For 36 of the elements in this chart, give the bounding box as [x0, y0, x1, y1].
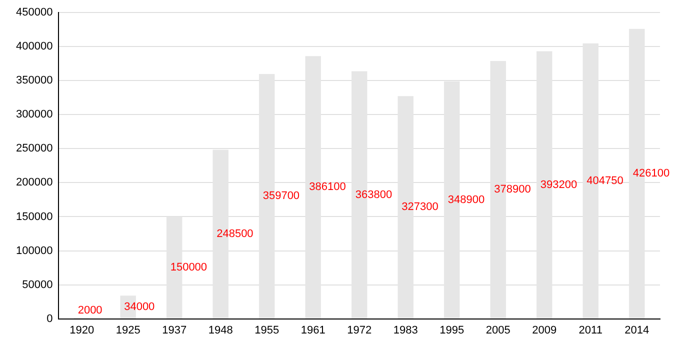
data-label: 386100 [309, 181, 346, 194]
x-tick-label: 1972 [347, 324, 372, 336]
y-tick-label: 150000 [16, 210, 53, 223]
y-tick-label: 350000 [16, 74, 53, 87]
x-tick-label: 2009 [532, 324, 557, 336]
data-label: 34000 [124, 301, 155, 314]
y-tick-label: 300000 [16, 108, 53, 121]
data-label: 404750 [586, 174, 624, 187]
x-tick-label: 1948 [208, 324, 233, 336]
y-tick-label: 50000 [22, 278, 53, 291]
data-label: 150000 [170, 262, 208, 274]
data-label: 348900 [448, 194, 485, 206]
data-label: 393200 [540, 178, 578, 191]
x-tick-label: 2005 [486, 324, 510, 336]
x-tick-label: 1995 [440, 324, 464, 336]
y-tick-label: 0 [46, 312, 53, 325]
data-label: 248500 [216, 228, 254, 240]
y-tick-label: 250000 [16, 142, 53, 155]
x-tick-label: 2014 [624, 324, 650, 336]
x-tick-label: 1961 [300, 324, 326, 336]
y-tick-label: 200000 [16, 176, 53, 189]
x-tick-label: 2011 [578, 324, 602, 336]
x-tick-label: 1955 [254, 324, 280, 336]
x-tick-label: 1937 [162, 324, 187, 336]
data-label: 378900 [494, 184, 531, 196]
x-tick-label: 1925 [116, 324, 140, 336]
data-label: 2000 [78, 304, 102, 316]
y-tick-label: 400000 [16, 40, 53, 53]
y-tick-label: 100000 [16, 244, 53, 257]
x-tick-label: 1983 [393, 324, 418, 336]
x-tick-label: 1920 [70, 324, 94, 336]
data-label: 363800 [355, 188, 392, 201]
data-label: 426100 [632, 168, 670, 180]
data-label: 327300 [402, 201, 438, 214]
data-label: 359700 [262, 190, 300, 202]
y-tick-label: 450000 [16, 6, 53, 19]
